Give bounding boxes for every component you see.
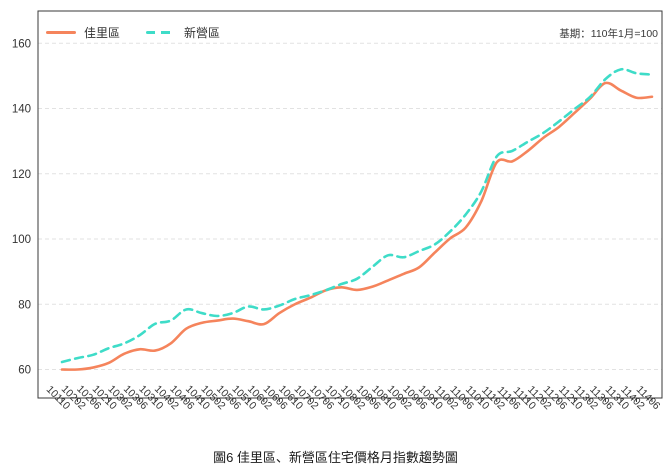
y-tick-label: 140 xyxy=(12,104,31,116)
legend-label-xinying: 新營區 xyxy=(184,26,221,40)
y-tick-label: 60 xyxy=(18,365,31,377)
figure-caption: 圖6 佳里區、新營區住宅價格月指數趨勢圖 xyxy=(213,450,458,465)
xinying-line-swatch xyxy=(146,30,177,35)
series-line-佳里區 xyxy=(60,81,654,371)
y-tick-label: 100 xyxy=(12,234,31,246)
y-tick-label: 160 xyxy=(12,38,31,50)
legend-item-xinying: 新營區 xyxy=(146,24,220,41)
legend-label-jiali: 佳里區 xyxy=(84,26,121,40)
series-line-新營區 xyxy=(60,67,654,364)
y-tick-label: 80 xyxy=(18,299,31,311)
legend-item-jiali: 佳里區 xyxy=(46,24,120,41)
y-tick-label: 120 xyxy=(12,169,31,181)
base-period-note: 基期：110年1月=100 xyxy=(559,28,658,40)
jiali-line-swatch xyxy=(46,31,76,34)
legend: 佳里區 新營區 xyxy=(46,24,220,41)
